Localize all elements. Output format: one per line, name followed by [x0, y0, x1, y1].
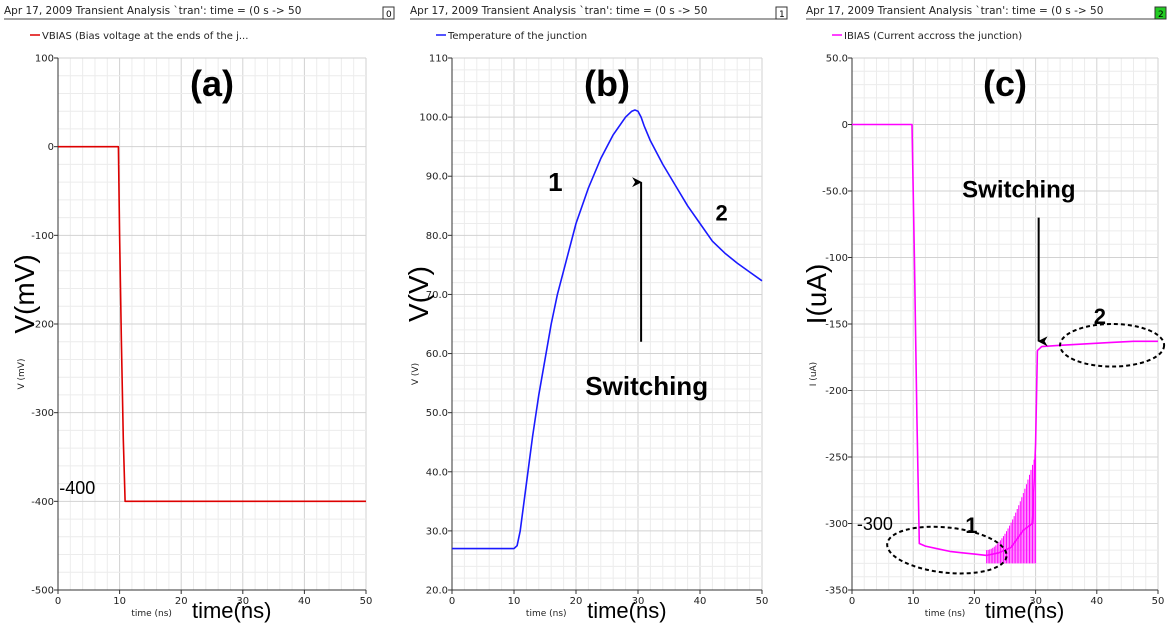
y-tick-label: 50.0: [426, 408, 448, 419]
x-tick-label: 10: [508, 596, 521, 607]
y-tick-label: 20.0: [426, 586, 448, 597]
panel-index-label: 2: [1158, 10, 1164, 20]
annotation-text: 1: [965, 513, 977, 538]
annotation-text: 2: [1094, 304, 1106, 329]
y-tick-label: -300: [31, 408, 54, 419]
x-tick-label: 20: [968, 596, 981, 607]
x-axis-label-big: time(ns): [985, 598, 1064, 623]
y-axis-label-big: V(V): [403, 266, 434, 322]
y-tick-label: 60.0: [426, 349, 448, 360]
x-tick-label: 40: [298, 596, 311, 607]
annotation-ellipse: [886, 525, 1008, 575]
legend-label: IBIAS (Current accross the junction): [844, 31, 1022, 42]
y-axis-label-small: I (uA): [809, 362, 819, 386]
x-axis-label-small: time (ns): [526, 609, 567, 619]
x-axis-label-big: time(ns): [587, 598, 666, 623]
y-tick-label: -500: [31, 586, 54, 597]
panel-label: (a): [190, 63, 234, 104]
y-axis-label-small: V (V): [411, 363, 421, 385]
panel-index-box: [1154, 6, 1167, 20]
panel-header: Apr 17, 2009 Transient Analysis `tran': …: [806, 5, 1103, 17]
y-tick-label: -250: [825, 453, 848, 464]
x-axis-label-small: time (ns): [925, 609, 966, 619]
grid: [851, 57, 1159, 591]
y-tick-label: 100: [35, 54, 54, 65]
series-line-0: [58, 145, 366, 503]
x-tick-label: 0: [55, 596, 61, 607]
oscillation-band: [986, 454, 1037, 564]
panel-header: Apr 17, 2009 Transient Analysis `tran': …: [4, 5, 301, 17]
panel-index-box: [382, 6, 395, 20]
y-tick-label: 70.0: [426, 290, 448, 301]
y-tick-label: 50.0: [826, 54, 848, 65]
x-tick-label: 50: [1152, 596, 1165, 607]
series-line-0: [852, 123, 1158, 557]
legend-label: VBIAS (Bias voltage at the ends of the j…: [42, 31, 248, 42]
x-axis-label-big: time(ns): [192, 598, 271, 623]
annotation-ellipse: [1059, 323, 1166, 368]
y-tick-label: -100: [825, 253, 848, 264]
x-tick-label: 50: [756, 596, 769, 607]
panel-index-box: [775, 6, 788, 20]
grid: [57, 57, 367, 591]
x-tick-label: 0: [449, 596, 455, 607]
y-tick-label: 110: [429, 54, 448, 65]
x-tick-label: 10: [907, 596, 920, 607]
panel-label: (b): [584, 63, 630, 104]
x-tick-label: 40: [1090, 596, 1103, 607]
x-tick-label: 20: [570, 596, 583, 607]
y-tick-label: 0: [842, 120, 848, 131]
y-axis-label-big: V(mV): [9, 254, 40, 333]
x-tick-label: 0: [849, 596, 855, 607]
x-tick-label: 30: [1029, 596, 1042, 607]
annotation-text: -400: [59, 478, 95, 498]
y-tick-label: -100: [31, 231, 54, 242]
annotation-text: 1: [548, 167, 562, 197]
panel-0: Apr 17, 2009 Transient Analysis `tran': …: [4, 5, 395, 623]
y-tick-label: -300: [825, 519, 848, 530]
x-tick-label: 10: [113, 596, 126, 607]
panel-header: Apr 17, 2009 Transient Analysis `tran': …: [410, 5, 707, 17]
y-axis-label-big: I(uA): [801, 264, 832, 325]
annotation-text: Switching: [962, 177, 1075, 204]
y-tick-label: 80.0: [426, 231, 448, 242]
panel-1: Apr 17, 2009 Transient Analysis `tran': …: [403, 5, 788, 623]
y-tick-label: -200: [825, 386, 848, 397]
x-tick-label: 30: [632, 596, 645, 607]
x-tick-label: 50: [360, 596, 373, 607]
y-tick-label: -200: [31, 320, 54, 331]
x-tick-label: 40: [694, 596, 707, 607]
y-tick-label: -400: [31, 497, 54, 508]
x-axis-label-small: time (ns): [131, 609, 172, 619]
panel-index-label: 1: [779, 10, 785, 20]
y-tick-label: 30.0: [426, 526, 448, 537]
panel-2: Apr 17, 2009 Transient Analysis `tran': …: [801, 5, 1167, 623]
x-tick-label: 30: [236, 596, 249, 607]
y-tick-label: -50.0: [822, 187, 848, 198]
y-axis-label-small: V (mV): [17, 359, 27, 390]
y-tick-label: 100.0: [419, 113, 448, 124]
panel-index-label: 0: [386, 10, 392, 20]
legend-label: Temperature of the junction: [447, 31, 587, 42]
annotation-text: -300: [857, 514, 893, 534]
y-tick-label: 0: [48, 142, 54, 153]
x-tick-label: 20: [175, 596, 188, 607]
annotation-text: Switching: [585, 371, 708, 401]
y-tick-label: 90.0: [426, 172, 448, 183]
y-tick-label: -350: [825, 586, 848, 597]
series-line-0: [452, 109, 763, 550]
y-tick-label: -150: [825, 320, 848, 331]
y-tick-label: 40.0: [426, 467, 448, 478]
panel-label: (c): [983, 63, 1027, 104]
grid: [451, 57, 763, 591]
annotation-text: 2: [716, 201, 728, 226]
